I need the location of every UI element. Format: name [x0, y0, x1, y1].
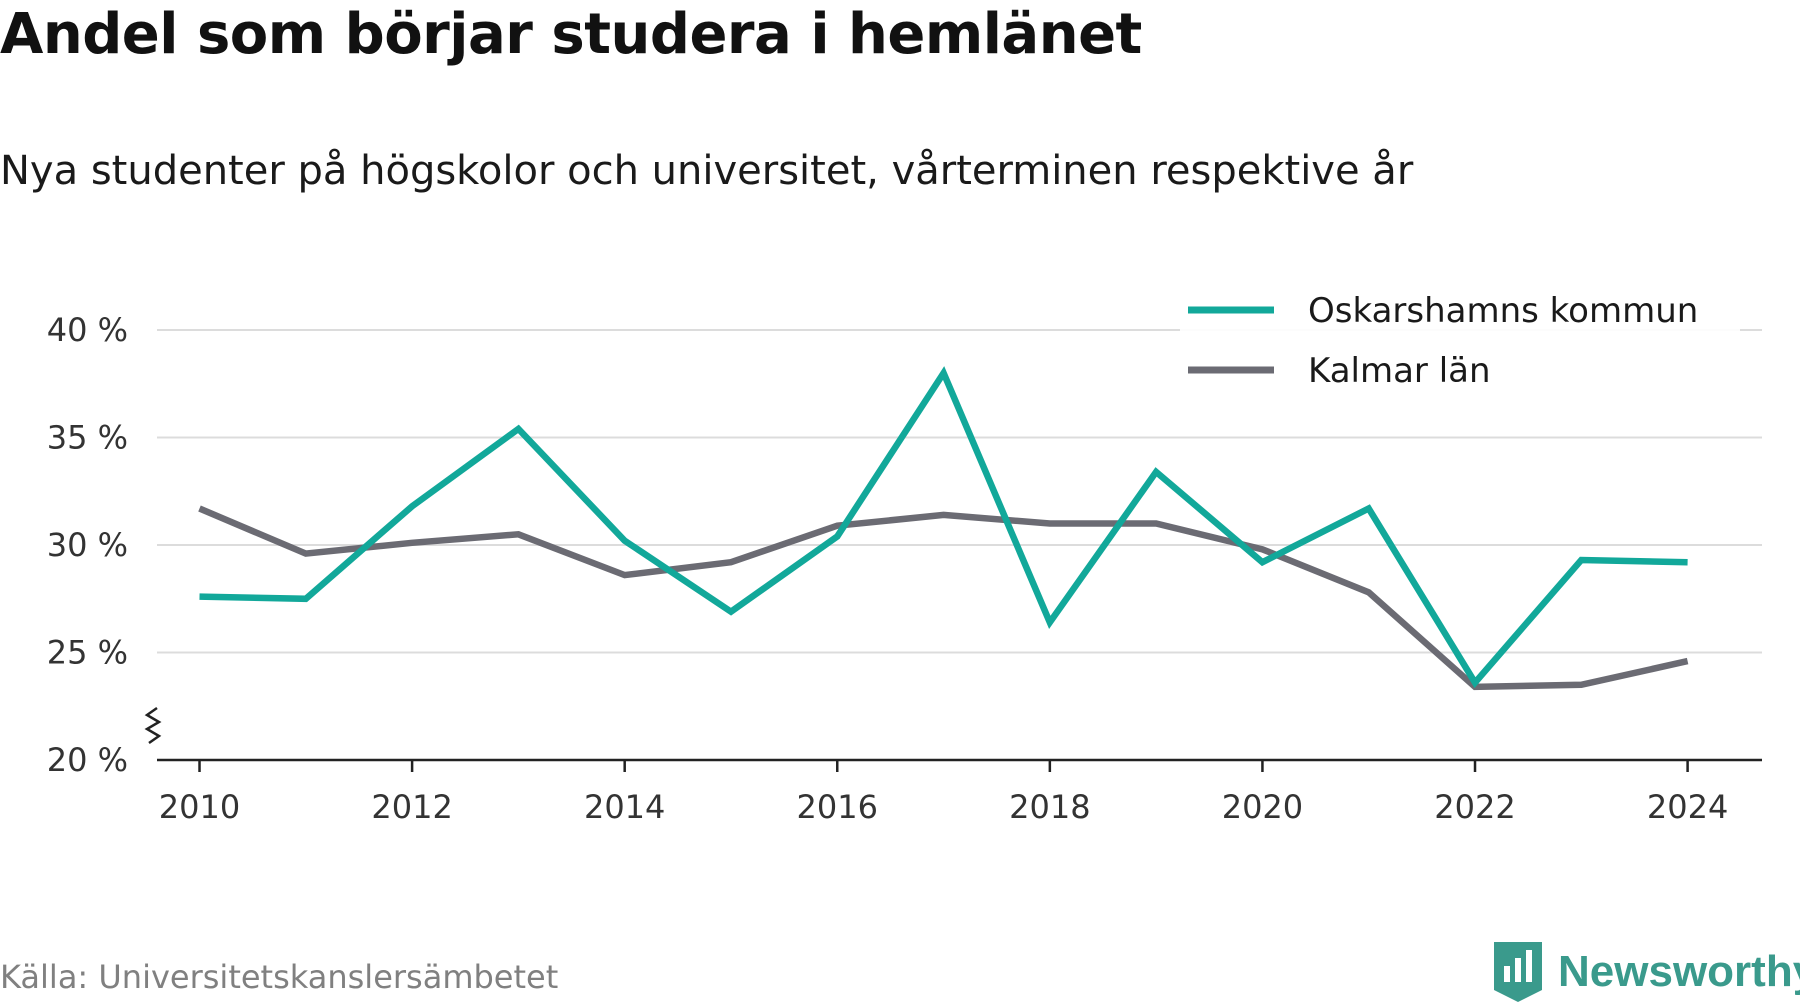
x-tick-label: 2016 — [797, 788, 878, 826]
chart-subtitle: Nya studenter på högskolor och universit… — [0, 148, 1414, 194]
axes: 20 % 25 % 30 % 35 % 40 % 2010 2012 2014 2016 2018… — [47, 311, 1762, 826]
source-note: Källa: Universitetskanslersämbetet — [0, 958, 559, 996]
newsworthy-logo-icon — [1494, 942, 1542, 1002]
x-tick-label: 2024 — [1647, 788, 1728, 826]
legend-label: Kalmar län — [1308, 351, 1491, 391]
brand-logo[interactable]: Newsworthy — [1492, 940, 1800, 1004]
legend: Oskarshamns kommun Kalmar län — [1180, 280, 1740, 430]
x-tick-label: 2014 — [584, 788, 665, 826]
x-tick-label: 2020 — [1222, 788, 1303, 826]
chart-title: Andel som börjar studera i hemlänet — [0, 2, 1142, 67]
x-tick-label: 2010 — [159, 788, 240, 826]
y-axis-break-icon — [144, 706, 162, 745]
y-tick-label: 40 % — [47, 311, 128, 349]
series-lines — [198, 366, 1689, 691]
x-tick-label: 2018 — [1009, 788, 1090, 826]
y-tick-label: 35 % — [47, 419, 128, 457]
legend-label: Oskarshamns kommun — [1308, 291, 1698, 331]
y-tick-label: 20 % — [47, 741, 128, 779]
brand-name: Newsworthy — [1558, 947, 1800, 996]
legend-background — [1180, 280, 1740, 430]
series-line-oskarshamns-kommun — [199, 366, 1688, 689]
x-tick-label: 2012 — [371, 788, 452, 826]
x-tick-label: 2022 — [1434, 788, 1515, 826]
line-chart: 20 % 25 % 30 % 35 % 40 % 2010 2012 2014 2016 2018… — [47, 280, 1762, 826]
y-tick-label: 25 % — [47, 634, 128, 672]
y-tick-label: 30 % — [47, 526, 128, 564]
series-line-kalmar-l-n — [198, 505, 1689, 691]
